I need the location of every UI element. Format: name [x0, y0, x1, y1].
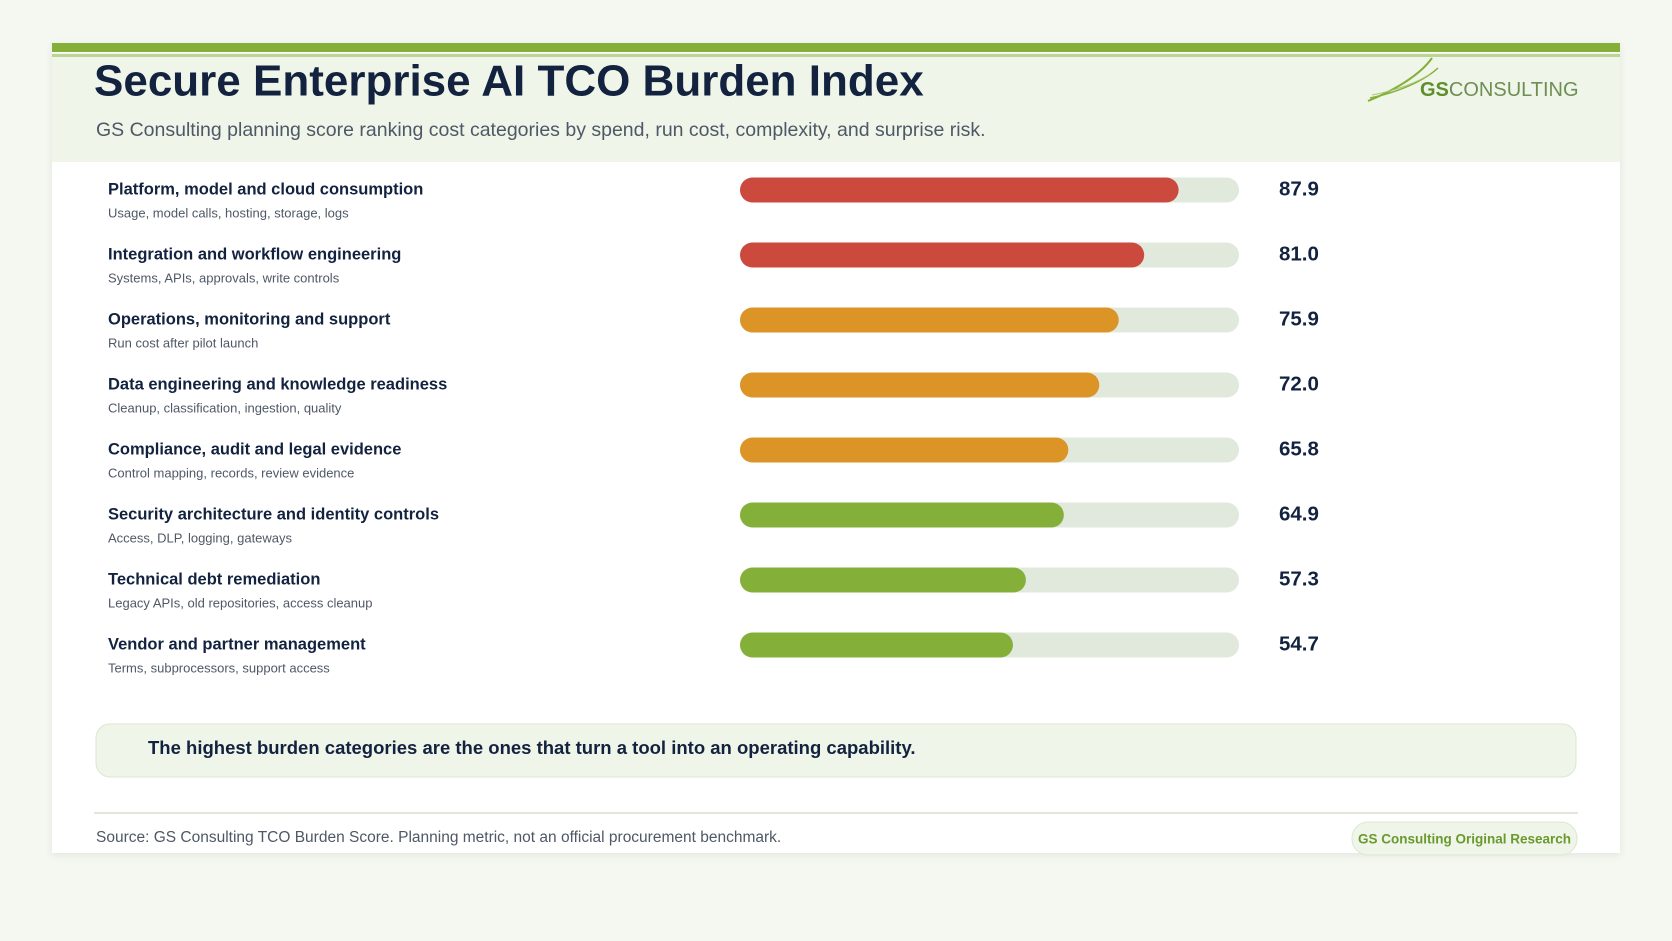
- category-description: Access, DLP, logging, gateways: [108, 530, 293, 545]
- category-description: Run cost after pilot launch: [108, 335, 258, 350]
- top-accent-line: [52, 54, 1620, 57]
- logo-swoosh: [1369, 67, 1439, 99]
- logo: GSCONSULTING: [1367, 57, 1579, 102]
- chart-subtitle: GS Consulting planning score ranking cos…: [96, 119, 986, 141]
- bar-rows: Platform, model and cloud consumption Usa…: [108, 177, 1319, 675]
- bar: [740, 372, 1100, 398]
- category-label: Security architecture and identity contr…: [108, 505, 439, 523]
- category-label: Data engineering and knowledge readiness: [108, 375, 447, 393]
- category-label: Integration and workflow engineering: [108, 245, 401, 263]
- category-description: Legacy APIs, old repositories, access cl…: [108, 595, 372, 610]
- category-label: Vendor and partner management: [108, 635, 366, 653]
- header-band: [52, 53, 1620, 162]
- callout-text: The highest burden categories are the on…: [148, 737, 916, 758]
- bar: [740, 437, 1069, 463]
- category-description: Terms, subprocessors, support access: [108, 660, 330, 675]
- source-note: Source: GS Consulting TCO Burden Score. …: [96, 829, 781, 846]
- category-description: Control mapping, records, review evidenc…: [108, 465, 354, 480]
- callout-box: [95, 723, 1577, 778]
- bar: [740, 567, 1026, 593]
- category-description: Usage, model calls, hosting, storage, lo…: [108, 205, 349, 220]
- badge: [1351, 821, 1578, 856]
- top-accent: [52, 43, 1620, 52]
- logo-name: CONSULTING: [1449, 79, 1579, 101]
- bar: [740, 632, 1013, 658]
- category-label: Platform, model and cloud consumption: [108, 180, 423, 198]
- bar: [740, 502, 1064, 528]
- bar: [740, 307, 1119, 333]
- value-label: 54.7: [1279, 632, 1319, 655]
- logo-swoosh: [1371, 73, 1431, 96]
- value-label: 81.0: [1279, 242, 1319, 265]
- chart-title: Secure Enterprise AI TCO Burden Index: [94, 57, 924, 106]
- category-description: Systems, APIs, approvals, write controls: [108, 270, 340, 285]
- value-label: 64.9: [1279, 502, 1319, 525]
- badge-text: GS Consulting Original Research: [1358, 832, 1571, 847]
- category-label: Operations, monitoring and support: [108, 310, 391, 328]
- value-label: 72.0: [1279, 372, 1319, 395]
- value-label: 65.8: [1279, 437, 1319, 460]
- value-label: 75.9: [1279, 307, 1319, 330]
- value-label: 87.9: [1279, 177, 1319, 200]
- value-label: 57.3: [1279, 567, 1319, 590]
- category-label: Technical debt remediation: [108, 570, 320, 588]
- category-label: Compliance, audit and legal evidence: [108, 440, 401, 458]
- bar: [740, 242, 1145, 268]
- logo-mark: GS: [1420, 79, 1449, 101]
- logo-swoosh: [1367, 57, 1433, 102]
- logo-text: GSCONSULTING: [1420, 79, 1579, 101]
- bar: [740, 177, 1179, 203]
- category-description: Cleanup, classification, ingestion, qual…: [108, 400, 342, 415]
